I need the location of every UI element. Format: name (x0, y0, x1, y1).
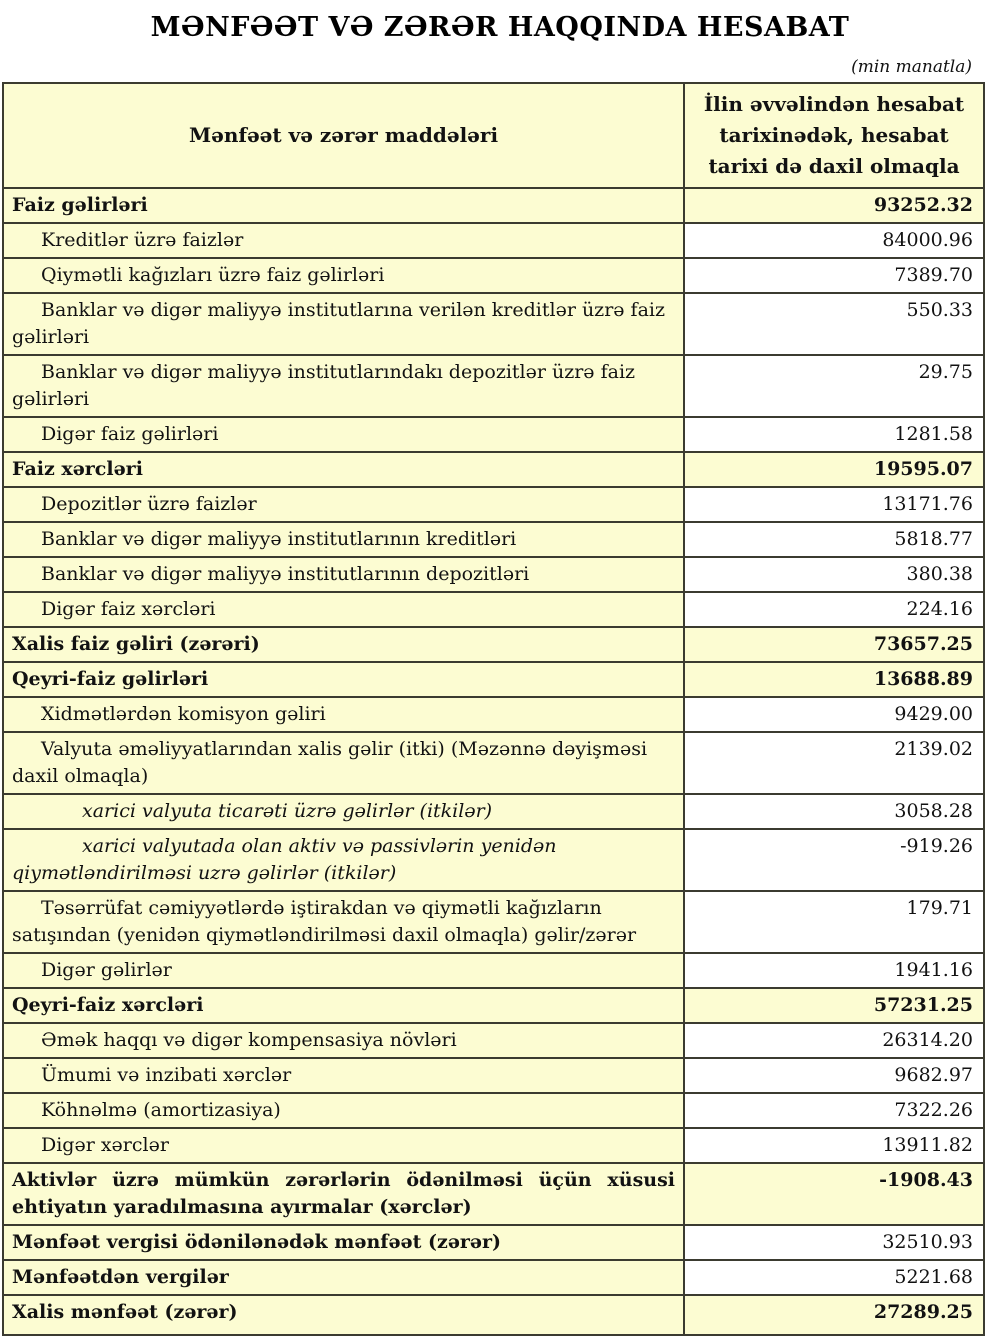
row-value: 73657.25 (683, 626, 985, 663)
table-row: Digər faiz xərcləri 224.16 (2, 591, 985, 628)
row-value: 1281.58 (683, 416, 985, 453)
row-label: Banklar və digər maliyyə institutlarına … (2, 292, 685, 356)
row-label: Qiymətli kağızları üzrə faiz gəlirləri (2, 257, 685, 294)
row-value: 224.16 (683, 591, 985, 628)
row-label: Digər faiz gəlirləri (2, 416, 685, 453)
row-label: Valyuta əməliyyatlarından xalis gəlir (i… (2, 731, 685, 795)
table-row: Aktivlər üzrə mümkün zərərlərin ödənilmə… (2, 1162, 985, 1226)
row-label: Əmək haqqı və digər kompensasiya növləri (2, 1022, 685, 1059)
table-row: Əmək haqqı və digər kompensasiya növləri… (2, 1022, 985, 1059)
table-row: Ümumi və inzibati xərclər 9682.97 (2, 1057, 985, 1094)
row-label: Kreditlər üzrə faizlər (2, 222, 685, 259)
table-row: Faiz gəlirləri 93252.32 (2, 187, 985, 224)
row-value: 13688.89 (683, 661, 985, 698)
table-row: Faiz xərcləri 19595.07 (2, 451, 985, 488)
row-value: 84000.96 (683, 222, 985, 259)
row-label: Xidmətlərdən komisyon gəliri (2, 696, 685, 733)
table-row: Qiymətli kağızları üzrə faiz gəlirləri 73… (2, 257, 985, 294)
row-value: -919.26 (683, 828, 985, 892)
row-label: Qeyri-faiz gəlirləri (2, 661, 685, 698)
table-row: xarici valyutada olan aktiv və passivlər… (2, 828, 985, 892)
row-value: 7322.26 (683, 1092, 985, 1129)
row-label: Ümumi və inzibati xərclər (2, 1057, 685, 1094)
table-row: Xalis mənfəət (zərər) 27289.25 (2, 1294, 985, 1336)
row-label: Banklar və digər maliyyə institutlarının… (2, 556, 685, 593)
row-value: 7389.70 (683, 257, 985, 294)
row-value: 380.38 (683, 556, 985, 593)
table-row: Xidmətlərdən komisyon gəliri 9429.00 (2, 696, 985, 733)
row-label: Qeyri-faiz xərcləri (2, 987, 685, 1024)
table-row: Banklar və digər maliyyə institutlarının… (2, 556, 985, 593)
table-body: Faiz gəlirləri 93252.32 Kreditlər üzrə fai… (2, 187, 985, 1336)
row-value: 9429.00 (683, 696, 985, 733)
table-row: Mənfəətdən vergilər 5221.68 (2, 1259, 985, 1296)
row-label: Digər xərclər (2, 1127, 685, 1164)
table-row: Valyuta əməliyyatlarından xalis gəlir (i… (2, 731, 985, 795)
row-value: 5221.68 (683, 1259, 985, 1296)
row-value: 29.75 (683, 354, 985, 418)
row-label: Faiz gəlirləri (2, 187, 685, 224)
row-value: 13911.82 (683, 1127, 985, 1164)
header-row: Mənfəət və zərər maddələri İlin əvvəlind… (2, 82, 985, 189)
table-row: Digər xərclər 13911.82 (2, 1127, 985, 1164)
row-label: Mənfəət vergisi ödənilənədək mənfəət (zə… (2, 1224, 685, 1261)
table-row: Xalis faiz gəliri (zərəri) 73657.25 (2, 626, 985, 663)
row-value: 9682.97 (683, 1057, 985, 1094)
row-value: 13171.76 (683, 486, 985, 523)
table-row: Banklar və digər maliyyə institutlarının… (2, 521, 985, 558)
row-label: xarici valyuta ticarəti üzrə gəlirlər (i… (2, 793, 685, 830)
row-value: 93252.32 (683, 187, 985, 224)
row-label: Banklar və digər maliyyə institutlarının… (2, 521, 685, 558)
row-value: 57231.25 (683, 987, 985, 1024)
row-value: 1941.16 (683, 952, 985, 989)
row-value: 5818.77 (683, 521, 985, 558)
row-label: Köhnəlmə (amortizasiya) (2, 1092, 685, 1129)
table-row: Köhnəlmə (amortizasiya) 7322.26 (2, 1092, 985, 1129)
row-label: Depozitlər üzrə faizlər (2, 486, 685, 523)
row-label: Faiz xərcləri (2, 451, 685, 488)
row-label: xarici valyutada olan aktiv və passivlər… (2, 828, 685, 892)
row-value: 26314.20 (683, 1022, 985, 1059)
table-row: Digər faiz gəlirləri 1281.58 (2, 416, 985, 453)
table-row: Digər gəlirlər 1941.16 (2, 952, 985, 989)
table-row: Kreditlər üzrə faizlər 84000.96 (2, 222, 985, 259)
items-column-header: Mənfəət və zərər maddələri (2, 82, 685, 189)
row-value: 3058.28 (683, 793, 985, 830)
table-row: xarici valyuta ticarəti üzrə gəlirlər (i… (2, 793, 985, 830)
value-column-header: İlin əvvəlindən hesabat tarixinədək, hes… (683, 82, 985, 189)
row-value: 19595.07 (683, 451, 985, 488)
page-title: MƏNFƏƏT VƏ ZƏRƏR HAQQINDA HESABAT (150, 12, 850, 43)
table-row: Banklar və digər maliyyə institutlarına … (2, 292, 985, 356)
row-label: Banklar və digər maliyyə institutlarında… (2, 354, 685, 418)
pnl-table: Mənfəət və zərər maddələri İlin əvvəlind… (2, 82, 985, 1336)
row-label: Aktivlər üzrə mümkün zərərlərin ödənilmə… (2, 1162, 685, 1226)
row-value: 27289.25 (683, 1294, 985, 1336)
row-label: Digər faiz xərcləri (2, 591, 685, 628)
table-row: Depozitlər üzrə faizlər 13171.76 (2, 486, 985, 523)
row-label: Digər gəlirlər (2, 952, 685, 989)
row-label: Xalis faiz gəliri (zərəri) (2, 626, 685, 663)
table-row: Mənfəət vergisi ödənilənədək mənfəət (zə… (2, 1224, 985, 1261)
table-row: Banklar və digər maliyyə institutlarında… (2, 354, 985, 418)
row-label: Xalis mənfəət (zərər) (2, 1294, 685, 1336)
table-row: Təsərrüfat cəmiyyətlərdə iştirakdan və q… (2, 890, 985, 954)
row-value: 179.71 (683, 890, 985, 954)
row-label: Təsərrüfat cəmiyyətlərdə iştirakdan və q… (2, 890, 685, 954)
row-value: -1908.43 (683, 1162, 985, 1226)
row-value: 2139.02 (683, 731, 985, 795)
table-row: Qeyri-faiz gəlirləri 13688.89 (2, 661, 985, 698)
row-value: 550.33 (683, 292, 985, 356)
unit-note: (min manatla) (851, 57, 972, 77)
row-value: 32510.93 (683, 1224, 985, 1261)
row-label: Mənfəətdən vergilər (2, 1259, 685, 1296)
table-row: Qeyri-faiz xərcləri 57231.25 (2, 987, 985, 1024)
